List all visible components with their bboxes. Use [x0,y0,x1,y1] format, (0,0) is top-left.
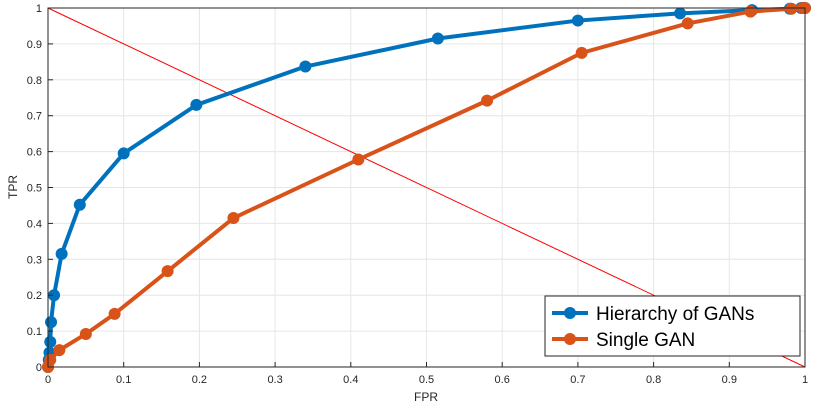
y-axis-label: TPR [6,175,20,199]
y-axis-ticks: 0 0.1 0.2 0.3 0.4 0.5 0.6 0.7 0.8 0.9 1 [27,3,53,374]
series-0-point-12 [571,14,584,27]
legend: Hierarchy of GANs Single GAN [544,295,801,357]
series-0-point-3 [44,335,57,348]
x-tick-label-0: 0 [45,374,51,386]
x-tick-label-2: 0.2 [192,374,207,386]
x-tick-label-5: 0.5 [419,374,434,386]
series-1-point-9 [575,46,588,59]
y-tick-label-4: 0.4 [27,218,42,230]
series-1-point-12 [785,2,798,15]
series-1-point-1 [44,353,57,366]
x-tick-label-1: 0.1 [116,374,131,386]
series-0-point-11 [431,32,444,45]
series-1-point-8 [481,94,494,107]
y-tick-label-10: 1 [36,3,42,15]
y-tick-label-2: 0.2 [27,290,42,302]
series-1-point-2 [53,344,66,357]
series-group [42,2,811,373]
x-tick-label-6: 0.6 [495,374,510,386]
y-tick-label-9: 0.9 [27,39,42,51]
legend-box [544,295,801,357]
y-tick-label-7: 0.7 [27,111,42,123]
y-tick-label-3: 0.3 [27,254,42,266]
x-tick-label-8: 0.8 [646,374,661,386]
series-1-point-5 [161,265,174,278]
series-0-point-9 [190,98,203,111]
legend-marker-single [564,333,576,345]
series-0-point-7 [73,198,86,211]
series-1-point-7 [352,153,365,166]
y-tick-label-6: 0.6 [27,147,42,159]
series-1-point-10 [681,17,694,30]
x-tick-label-10: 1 [802,374,808,386]
series-0-point-4 [45,316,58,329]
series-0-point-8 [117,147,130,160]
x-tick-label-4: 0.4 [343,374,358,386]
series-1-point-11 [744,5,757,18]
x-tick-label-3: 0.3 [267,374,282,386]
legend-label-hierarchy: Hierarchy of GANs [596,304,754,325]
x-axis-label: FPR [414,390,438,404]
x-tick-label-7: 0.7 [570,374,585,386]
series-0-point-6 [55,247,68,260]
y-tick-label-8: 0.8 [27,75,42,87]
series-0-point-10 [299,60,312,73]
y-tick-label-1: 0.1 [27,326,42,338]
y-tick-label-0: 0 [36,362,42,374]
series-0-point-13 [674,7,687,20]
series-0-point-5 [48,289,61,302]
x-axis-ticks: 0 0.1 0.2 0.3 0.4 0.5 0.6 0.7 0.8 0.9 1 [45,362,808,386]
x-tick-label-9: 0.9 [722,374,737,386]
series-1-point-3 [79,327,92,340]
series-1-point-6 [227,212,240,225]
legend-label-single: Single GAN [596,330,695,351]
series-1 [42,2,811,373]
y-tick-label-5: 0.5 [27,183,42,195]
series-1-point-4 [108,307,121,320]
legend-marker-hierarchy [564,307,576,319]
